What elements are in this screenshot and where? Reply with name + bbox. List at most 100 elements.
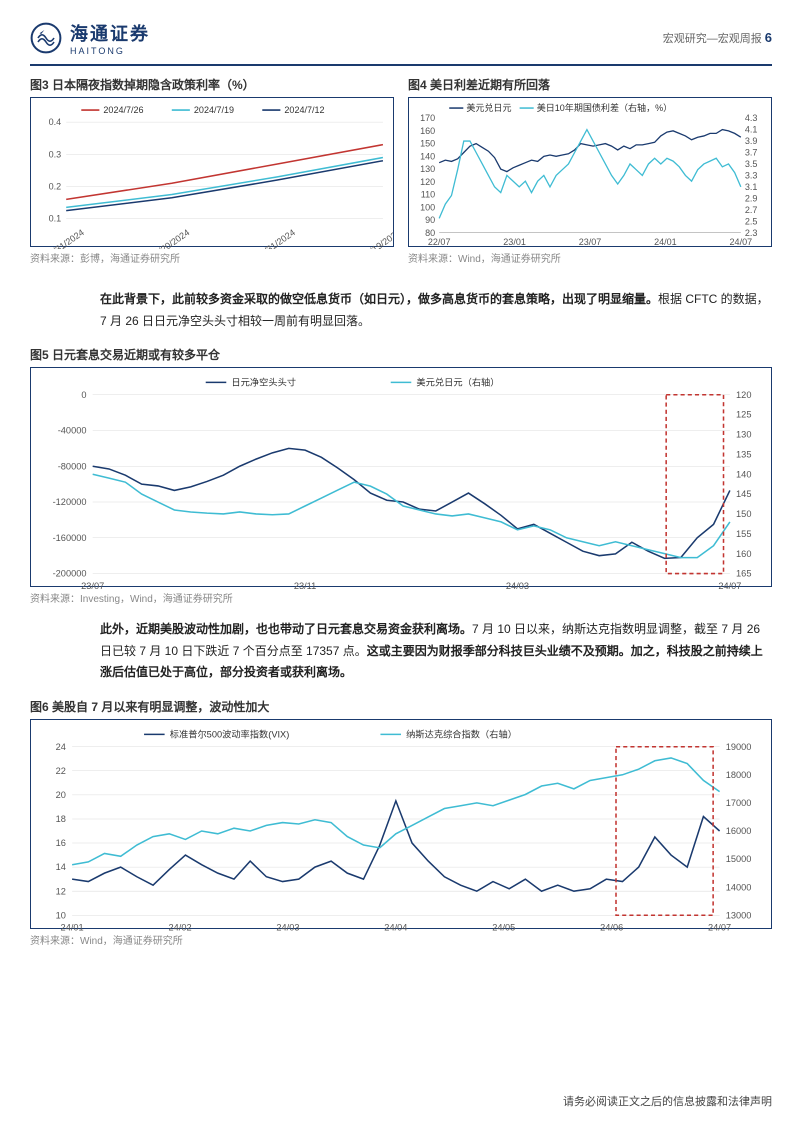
- svg-text:24/03: 24/03: [506, 581, 529, 591]
- svg-text:3.7: 3.7: [745, 148, 758, 158]
- svg-text:140: 140: [420, 151, 435, 161]
- svg-text:3.9: 3.9: [745, 136, 758, 146]
- svg-text:19000: 19000: [726, 742, 752, 752]
- svg-text:14: 14: [56, 862, 66, 872]
- chart5-title: 图5 日元套息交易近期或有较多平仓: [30, 346, 772, 363]
- svg-text:15000: 15000: [726, 854, 752, 864]
- svg-text:140: 140: [736, 469, 751, 479]
- svg-text:16000: 16000: [726, 826, 752, 836]
- svg-text:17000: 17000: [726, 798, 752, 808]
- svg-text:18000: 18000: [726, 770, 752, 780]
- chart6-svg: 标准普尔500波动率指数(VIX)纳斯达克综合指数（右轴）10121416182…: [31, 720, 771, 936]
- svg-text:24/07: 24/07: [708, 923, 731, 933]
- chart3-svg: 2024/7/262024/7/192024/7/120.10.20.30.40…: [31, 98, 393, 249]
- svg-text:4.3: 4.3: [745, 113, 758, 123]
- svg-text:3.1: 3.1: [745, 182, 758, 192]
- svg-text:130: 130: [420, 164, 435, 174]
- chart6-title: 图6 美股自 7 月以来有明显调整，波动性加大: [30, 698, 772, 715]
- svg-text:3.3: 3.3: [745, 170, 758, 180]
- svg-text:16: 16: [56, 838, 66, 848]
- svg-text:14000: 14000: [726, 882, 752, 892]
- svg-text:美日10年期国债利差（右轴，%）: 美日10年期国债利差（右轴，%）: [537, 102, 672, 113]
- chart3-source: 资料来源：彭博，海通证券研究所: [30, 250, 394, 265]
- svg-text:24/01: 24/01: [654, 237, 677, 247]
- haitong-logo-icon: [30, 22, 62, 54]
- svg-text:24/07: 24/07: [730, 237, 753, 247]
- svg-text:23/01: 23/01: [503, 237, 526, 247]
- svg-text:165: 165: [736, 569, 751, 579]
- svg-text:2.9: 2.9: [745, 193, 758, 203]
- svg-text:18: 18: [56, 814, 66, 824]
- svg-text:标准普尔500波动率指数(VIX): 标准普尔500波动率指数(VIX): [170, 728, 290, 739]
- svg-text:24/02: 24/02: [168, 923, 191, 933]
- svg-text:2.5: 2.5: [745, 216, 758, 226]
- svg-text:2024/7/12: 2024/7/12: [284, 105, 324, 115]
- svg-text:23/11: 23/11: [294, 581, 316, 591]
- page-header: 海通证券 HAITONG 宏观研究—宏观周报 6: [30, 20, 772, 56]
- svg-text:150: 150: [420, 139, 435, 149]
- paragraph-1: 在此背景下，此前较多资金采取的做空低息货币（如日元），做多高息货币的套息策略，出…: [100, 289, 772, 332]
- svg-text:23/07: 23/07: [81, 581, 104, 591]
- svg-text:07/31/2024: 07/31/2024: [43, 227, 86, 249]
- svg-text:2024/7/26: 2024/7/26: [103, 105, 143, 115]
- svg-text:2024/7/19: 2024/7/19: [194, 105, 234, 115]
- svg-text:23/07: 23/07: [579, 237, 602, 247]
- svg-text:125: 125: [736, 410, 751, 420]
- logo-block: 海通证券 HAITONG: [30, 20, 150, 56]
- svg-text:3.5: 3.5: [745, 159, 758, 169]
- svg-text:09/20/2024: 09/20/2024: [149, 227, 192, 249]
- svg-text:24/07: 24/07: [718, 581, 741, 591]
- svg-text:135: 135: [736, 450, 751, 460]
- svg-text:0.1: 0.1: [49, 214, 62, 224]
- svg-text:24: 24: [56, 742, 66, 752]
- svg-text:12/19/2024: 12/19/2024: [360, 227, 393, 249]
- svg-text:13000: 13000: [726, 910, 752, 920]
- svg-text:美元兑日元: 美元兑日元: [466, 102, 511, 113]
- svg-text:22/07: 22/07: [428, 237, 451, 247]
- svg-text:10/31/2024: 10/31/2024: [254, 227, 297, 249]
- para1-bold: 在此背景下，此前较多资金采取的做空低息货币（如日元），做多高息货币的套息策略，出…: [100, 292, 658, 306]
- svg-text:24/01: 24/01: [61, 923, 84, 933]
- chart3-box: 2024/7/262024/7/192024/7/120.10.20.30.40…: [30, 97, 394, 247]
- logo-cn: 海通证券: [70, 20, 150, 46]
- svg-text:4.1: 4.1: [745, 125, 758, 135]
- chart6-box: 标准普尔500波动率指数(VIX)纳斯达克综合指数（右轴）10121416182…: [30, 719, 772, 929]
- svg-text:日元净空头头寸: 日元净空头头寸: [231, 377, 296, 388]
- svg-text:170: 170: [420, 113, 435, 123]
- svg-text:-80000: -80000: [58, 462, 87, 472]
- paragraph-2: 此外，近期美股波动性加剧，也也带动了日元套息交易资金获利离场。7 月 10 日以…: [100, 619, 772, 684]
- svg-text:-160000: -160000: [53, 533, 87, 543]
- svg-text:20: 20: [56, 790, 66, 800]
- svg-text:160: 160: [420, 126, 435, 136]
- svg-text:150: 150: [736, 509, 751, 519]
- svg-text:12: 12: [56, 886, 66, 896]
- header-divider: [30, 64, 772, 66]
- svg-text:0.2: 0.2: [49, 182, 62, 192]
- header-section: 宏观研究—宏观周报 6: [663, 30, 772, 46]
- svg-text:-40000: -40000: [58, 426, 87, 436]
- chart5-svg: 日元净空头头寸美元兑日元（右轴）-200000-160000-120000-80…: [31, 368, 771, 594]
- svg-text:160: 160: [736, 549, 751, 559]
- svg-text:2.7: 2.7: [745, 205, 758, 215]
- svg-text:纳斯达克综合指数（右轴）: 纳斯达克综合指数（右轴）: [406, 728, 517, 739]
- svg-text:美元兑日元（右轴）: 美元兑日元（右轴）: [416, 377, 499, 388]
- svg-text:90: 90: [425, 215, 435, 225]
- svg-text:22: 22: [56, 766, 66, 776]
- svg-text:155: 155: [736, 529, 751, 539]
- logo-en: HAITONG: [70, 46, 150, 56]
- svg-text:24/03: 24/03: [276, 923, 299, 933]
- svg-text:100: 100: [420, 202, 435, 212]
- svg-text:110: 110: [421, 190, 435, 200]
- svg-text:0.4: 0.4: [49, 117, 62, 127]
- svg-text:-120000: -120000: [53, 497, 87, 507]
- para2-bold1: 此外，近期美股波动性加剧，也也带动了日元套息交易资金获利离场。: [100, 622, 472, 636]
- svg-text:0: 0: [81, 390, 86, 400]
- svg-text:24/06: 24/06: [600, 923, 623, 933]
- chart5-box: 日元净空头头寸美元兑日元（右轴）-200000-160000-120000-80…: [30, 367, 772, 587]
- chart3-title: 图3 日本隔夜指数掉期隐含政策利率（%）: [30, 76, 394, 93]
- svg-text:24/05: 24/05: [492, 923, 515, 933]
- page-number: 6: [765, 30, 772, 45]
- chart4-box: 美元兑日元美日10年期国债利差（右轴，%）8090100110120130140…: [408, 97, 772, 247]
- svg-text:145: 145: [736, 489, 751, 499]
- section-label: 宏观研究—宏观周报: [663, 33, 762, 45]
